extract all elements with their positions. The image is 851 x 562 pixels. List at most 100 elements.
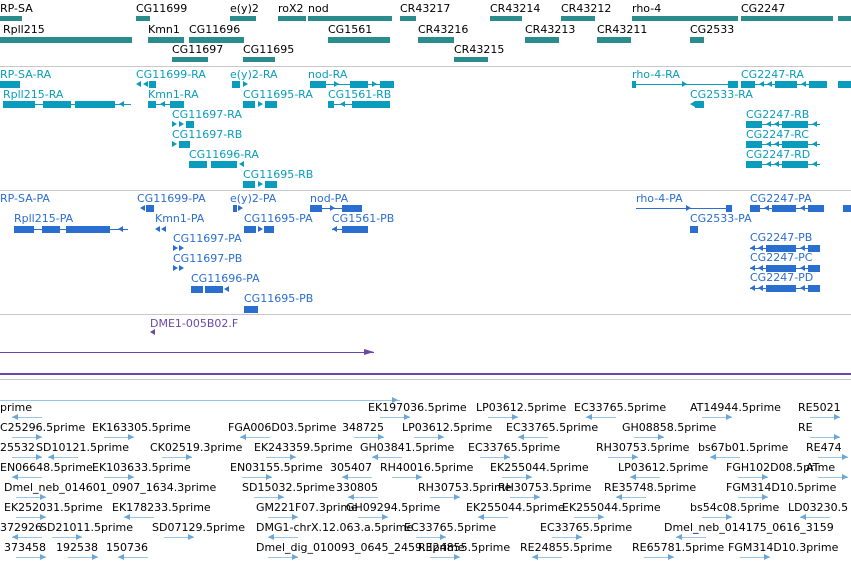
protein-label[interactable]: Rpll215-PA — [14, 212, 74, 225]
gene-feature[interactable] — [0, 37, 132, 43]
est-label[interactable]: 305407 — [330, 461, 372, 474]
gene-feature[interactable] — [328, 37, 390, 43]
mrna-label[interactable]: Rpll215-RA — [3, 88, 64, 101]
est-feature[interactable] — [118, 554, 148, 561]
protein-feature[interactable] — [332, 226, 368, 233]
est-feature[interactable] — [616, 494, 646, 501]
protein-feature[interactable] — [173, 245, 185, 252]
est-feature[interactable] — [644, 554, 674, 561]
est-feature[interactable] — [574, 514, 604, 521]
protein-feature[interactable] — [233, 205, 243, 212]
est-label[interactable]: 192538 — [56, 541, 98, 554]
est-label[interactable]: RE35748.5prime — [604, 481, 697, 494]
est-feature[interactable] — [16, 494, 46, 501]
mrna-label[interactable]: CG2247-RC — [746, 128, 809, 141]
est-label[interactable]: bs54c08.5prime — [690, 501, 780, 514]
mrna-feature[interactable] — [189, 161, 244, 168]
gene-label[interactable]: CG11695 — [243, 43, 295, 56]
est-label[interactable]: EC33765.5prime — [404, 521, 497, 534]
mrna-feature[interactable] — [172, 121, 194, 128]
gene-feature[interactable] — [597, 37, 631, 43]
mrna-label[interactable]: CG2247-RA — [741, 68, 804, 81]
est-feature[interactable] — [268, 534, 298, 541]
est-label[interactable]: FGM314D10.3prime — [728, 541, 839, 554]
mrna-feature[interactable] — [0, 81, 20, 88]
est-label[interactable]: 372926 — [0, 521, 42, 534]
est-label[interactable]: SD07129.5prime — [152, 521, 245, 534]
est-label[interactable]: EK197036.5prime — [368, 401, 467, 414]
protein-label[interactable]: rho-4-PA — [636, 192, 683, 205]
mrna-feature[interactable] — [690, 101, 704, 108]
protein-feature[interactable] — [191, 286, 229, 293]
mrna-feature[interactable] — [632, 81, 738, 88]
protein-label[interactable]: CG2533-PA — [690, 212, 752, 225]
protein-label[interactable]: CG11699-PA — [137, 192, 206, 205]
est-feature[interactable] — [240, 434, 270, 441]
est-label[interactable]: 373458 — [4, 541, 46, 554]
est-label[interactable]: EC33765.5prime — [506, 421, 599, 434]
est-label[interactable]: GH09294.5prime — [346, 501, 441, 514]
mrna-feature[interactable] — [746, 161, 820, 168]
mrna-label[interactable]: CG1561-RB — [328, 88, 392, 101]
est-label[interactable]: EN06648.5prime — [0, 461, 93, 474]
est-feature[interactable] — [12, 534, 42, 541]
est-label[interactable]: RE5021 — [798, 401, 841, 414]
est-feature[interactable] — [68, 554, 98, 561]
est-label[interactable]: RH30753.5prime — [596, 441, 690, 454]
est-label[interactable]: Dmel_neb_014601_0907_1634.3prime — [4, 481, 217, 494]
est-label[interactable]: EK252031.5prime — [4, 501, 103, 514]
gene-label[interactable]: roX2 — [278, 2, 304, 15]
gene-label[interactable]: Rpll215 — [3, 23, 45, 36]
est-label[interactable]: RH30753.5prime — [498, 481, 592, 494]
protein-label[interactable]: RP-SA-PA — [0, 192, 50, 205]
est-label[interactable]: AT14944.5prime — [690, 401, 781, 414]
est-feature[interactable] — [268, 514, 298, 521]
mrna-feature[interactable] — [328, 101, 390, 108]
est-feature[interactable] — [12, 474, 42, 481]
est-label[interactable]: EK243359.5prime — [254, 441, 353, 454]
est-feature[interactable] — [416, 534, 446, 541]
est-label[interactable]: RE24855.5prime — [418, 541, 511, 554]
gene-label[interactable]: CR43213 — [525, 23, 576, 36]
est-label[interactable]: RE24855.5prime — [520, 541, 613, 554]
mrna-feature[interactable] — [243, 181, 277, 188]
gene-feature[interactable] — [490, 16, 522, 21]
est-label[interactable]: C25296.5prime — [0, 421, 86, 434]
gene-feature[interactable] — [690, 37, 704, 43]
est-label[interactable]: EC33765.5prime — [468, 441, 561, 454]
est-label[interactable]: EK255044.5prime — [490, 461, 589, 474]
gene-feature[interactable] — [189, 37, 244, 43]
est-feature[interactable] — [810, 414, 840, 421]
est-feature[interactable] — [354, 434, 384, 441]
protein-label[interactable]: CG11696-PA — [191, 272, 260, 285]
mrna-label[interactable]: rho-4-RA — [632, 68, 680, 81]
est-feature[interactable] — [810, 434, 840, 441]
protein-label[interactable]: CG11697-PB — [173, 252, 243, 265]
protein-feature[interactable] — [14, 226, 128, 233]
est-label[interactable]: 150736 — [106, 541, 148, 554]
est-label[interactable]: SD10121.5prime — [36, 441, 129, 454]
est-label[interactable]: GH03841.5prime — [360, 441, 455, 454]
protein-feature[interactable] — [750, 265, 820, 272]
transposon-feature[interactable] — [0, 349, 374, 356]
est-label[interactable]: SD21011.5prime — [40, 521, 133, 534]
gene-label[interactable]: CG11696 — [189, 23, 241, 36]
gene-feature[interactable] — [172, 57, 208, 62]
est-label[interactable]: FGH102D08.5prime — [726, 461, 836, 474]
est-feature[interactable] — [12, 414, 42, 421]
gene-label[interactable]: CG1561 — [328, 23, 373, 36]
est-feature[interactable] — [268, 554, 298, 561]
gene-feature[interactable] — [632, 16, 738, 21]
protein-feature[interactable] — [690, 226, 698, 233]
protein-label[interactable]: CG1561-PB — [332, 212, 395, 225]
mrna-label[interactable]: CG11695-RB — [243, 168, 314, 181]
est-feature[interactable] — [242, 474, 272, 481]
est-label[interactable]: RH40016.5prime — [380, 461, 474, 474]
est-feature[interactable] — [48, 454, 78, 461]
est-label[interactable]: Dmel_neb_014175_0616_3159 — [664, 521, 834, 534]
est-label[interactable]: EK163305.5prime — [92, 421, 191, 434]
est-label[interactable]: LP03612.5prime — [618, 461, 709, 474]
gene-feature[interactable] — [243, 57, 275, 62]
protein-feature[interactable] — [843, 205, 851, 212]
est-feature[interactable] — [488, 414, 518, 421]
